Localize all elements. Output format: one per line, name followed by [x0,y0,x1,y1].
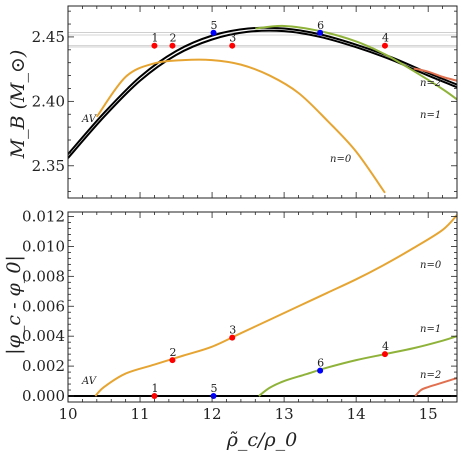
point-label-4: 4 [382,340,389,353]
y-tick-label: 0.012 [22,207,65,225]
data-point-4 [381,351,388,358]
series-line-n-2 [413,67,457,82]
field-axis-label: |φ_c - φ_0| [3,255,25,355]
mass-panel: AV n=0 n=1 n=2 1 2 3 4 5 6 2.35 2.40 2.45 M_B (M_⊙) [7,5,458,199]
x-tick-label: 10 [58,405,77,423]
series-line-n-0 [95,58,386,194]
point-label-6: 6 [317,357,324,370]
point-label-2: 2 [169,346,176,359]
y-tick-label: 0.000 [22,387,65,405]
point-label-2: 2 [169,32,176,45]
point-label-6: 6 [317,19,324,32]
reference-lines [68,32,457,48]
series-label-n-1: n=1 [420,110,441,121]
point-label-1: 1 [151,32,158,45]
data-point-6 [317,29,324,36]
point-label-5: 5 [211,19,218,32]
data-point-3 [229,42,236,49]
data-point-2 [169,42,176,49]
data-point-2 [169,357,176,364]
x-tick-label: 11 [130,405,149,423]
series-line-n-1 [255,24,457,101]
mass-axis-ticks: 2.35 2.40 2.45 [32,6,458,198]
series-line-n-0 [94,214,457,397]
x-tick-label: 14 [347,405,366,423]
y-tick-label: 2.40 [32,92,65,110]
x-tick-label: 13 [275,405,294,423]
point-label-5: 5 [211,382,218,395]
field-axis-ticks: 10 11 12 13 14 150.0000.0020.0040.0060.0080.0… [22,207,458,423]
series-label-AV: AV [81,376,98,387]
y-tick-label: 0.008 [22,267,65,285]
y-tick-label: 0.010 [22,237,65,255]
series-line-n-1 [258,335,457,397]
series-label-n-2: n=2 [420,78,441,89]
x-tick-label: 15 [419,405,438,423]
field-points: AV n=0 n=1 n=2 1 2 3 4 5 6 [81,260,442,400]
y-tick-label: 0.002 [22,357,65,375]
data-point-1 [151,42,158,49]
y-tick-label: 2.45 [32,28,65,46]
series-label-n-2: n=2 [420,370,441,381]
data-point-5 [210,29,217,36]
density-axis-label: ρ̃_c/ρ_0 [226,429,297,451]
series-line-n-2 [414,377,457,397]
point-label-3: 3 [229,32,236,45]
point-label-3: 3 [229,324,236,337]
series-label-n-0: n=0 [330,154,352,165]
mass-axis-label: M_B (M_⊙) [7,50,29,160]
point-label-1: 1 [151,382,158,395]
series-label-n-0: n=0 [420,260,442,271]
y-tick-label: 0.006 [22,297,65,315]
y-tick-label: 0.004 [22,327,65,345]
data-point-4 [381,42,388,49]
y-tick-label: 2.35 [32,157,65,175]
mass-plot-frame [67,5,458,199]
data-point-3 [229,334,236,341]
field-curves [68,214,457,398]
x-tick-label: 12 [203,405,222,423]
field-plot-frame [67,211,458,403]
data-point-6 [317,367,324,374]
series-label-n-1: n=1 [420,324,441,335]
data-point-1 [151,393,158,400]
series-line-AV-2 [68,29,457,159]
series-label-AV: AV [81,114,98,125]
point-label-4: 4 [382,32,389,45]
mass-points: AV n=0 n=1 n=2 1 2 3 4 5 6 [81,19,441,165]
mass-curves [68,24,457,194]
